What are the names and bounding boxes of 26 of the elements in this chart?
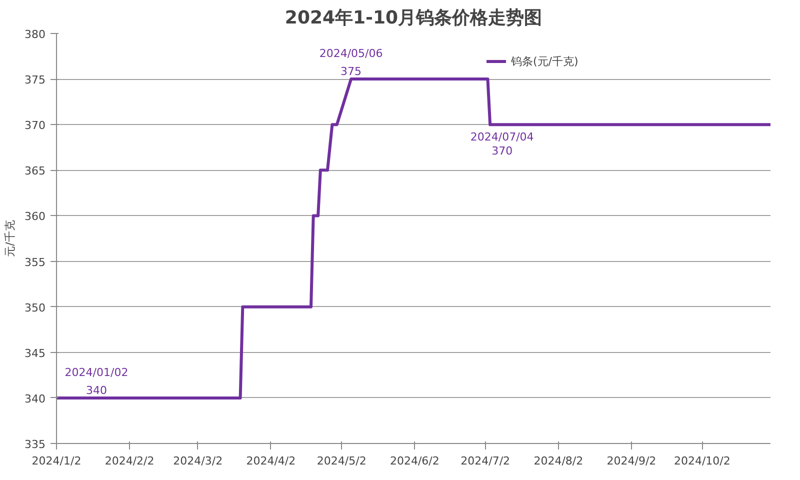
x-tick-label: 2024/7/2 [460,454,510,468]
annotation: 2024/07/04 370 [470,130,534,158]
y-tick-label: 355 [24,256,46,269]
y-tick-label: 375 [24,74,46,87]
y-tick-label: 370 [24,119,46,132]
x-tick-label: 2024/1/2 [32,454,82,468]
x-tick-label: 2024/2/2 [104,454,154,468]
x-tick-label: 2024/3/2 [173,454,223,468]
y-axis-title: 元/千克 [4,220,17,257]
y-tick-label: 335 [24,438,46,451]
y-tick-label: 340 [24,392,46,406]
y-tick-label: 360 [24,210,46,224]
y-tick-label: 365 [24,164,46,178]
annotation: 2024/05/06 375 [319,47,383,78]
x-tick-label: 2024/4/2 [246,454,296,468]
legend-label: 钨条(元/千克) [511,54,578,68]
x-tick-label: 2024/5/2 [316,454,366,468]
x-tick-label: 2024/10/2 [674,454,730,468]
y-tick-label: 350 [24,301,46,314]
y-tick-label: 345 [24,346,46,360]
x-tick-label: 2024/8/2 [534,454,584,468]
x-tick-label: 2024/6/2 [390,454,440,468]
annotation: 2024/01/02 340 [64,366,128,397]
y-tick-label: 380 [24,28,46,41]
x-tick-label: 2024/9/2 [606,454,656,468]
chart-title: 2024年1-10月钨条价格走势图 [284,8,542,28]
